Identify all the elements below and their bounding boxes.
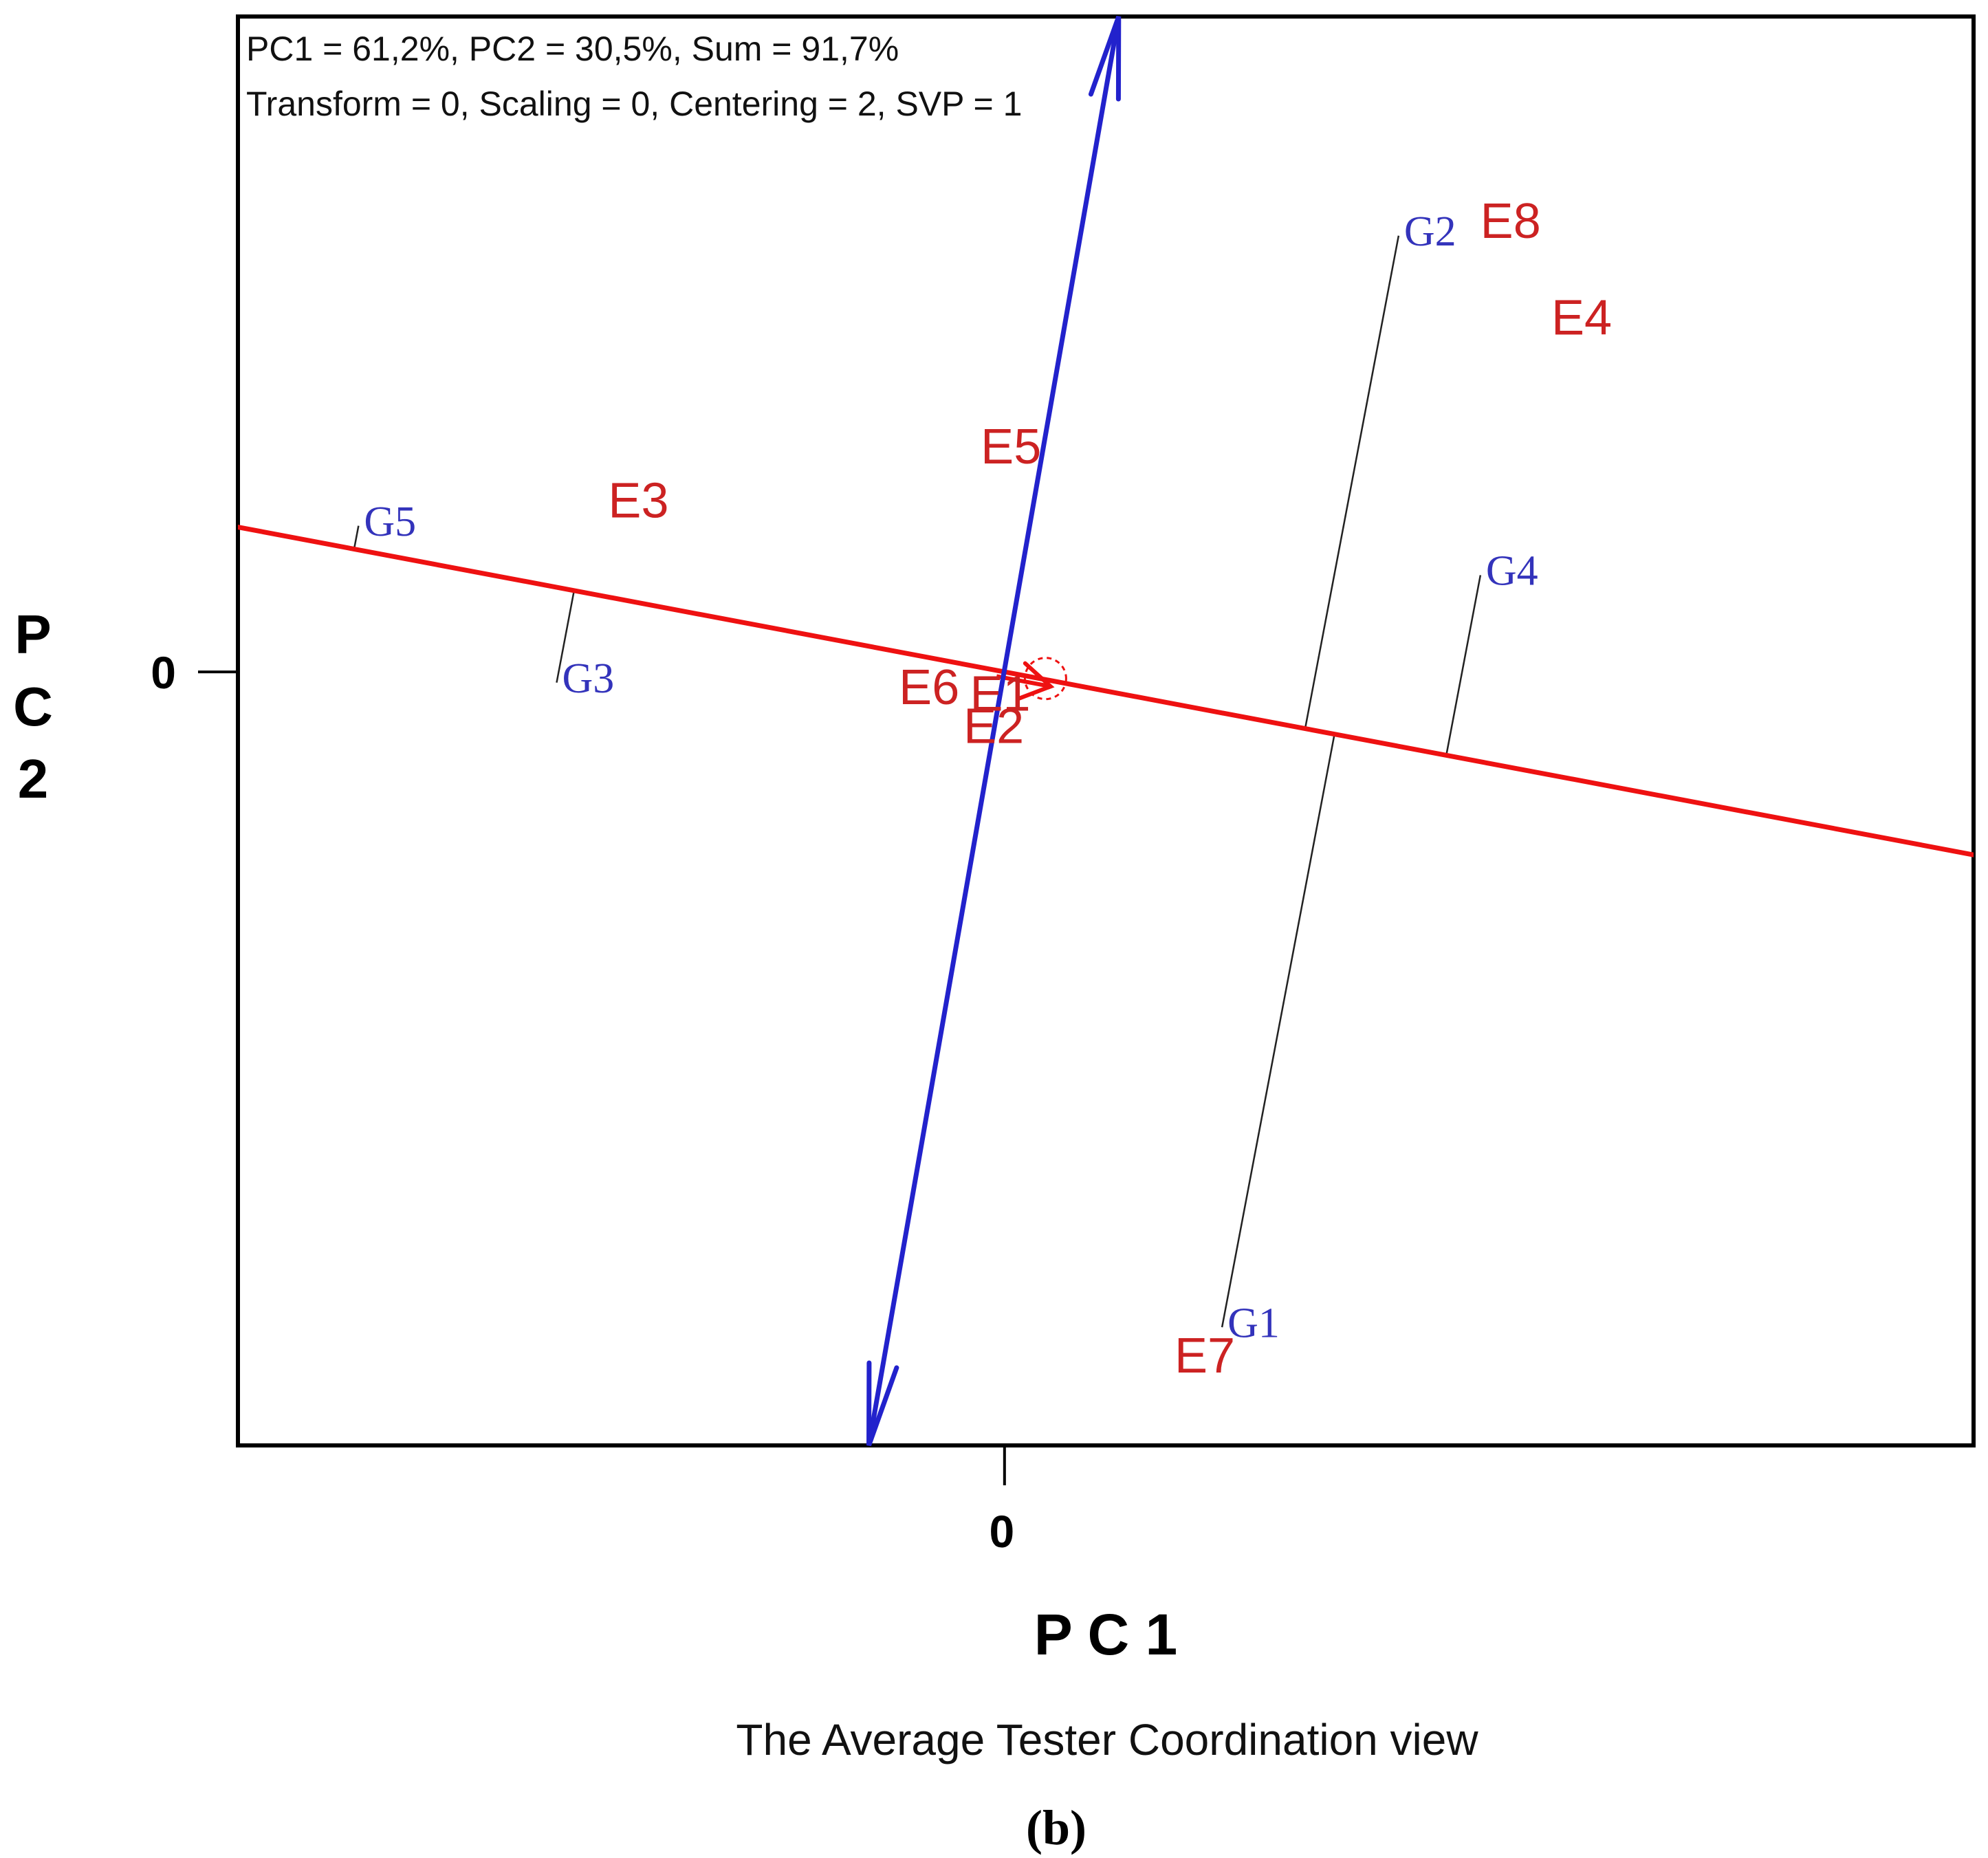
genotype-label-g5: G5 [364,499,416,545]
panel-label: (b) [1026,1800,1086,1855]
average-environment-arrow [996,674,1051,689]
environment-label-e3: E3 [608,473,668,528]
x-axis-label: P C 1 [1034,1602,1178,1667]
ate-ordinate-group [866,15,1122,1447]
chart-subtitle: The Average Tester Coordination view [736,1715,1478,1764]
projection-line [1304,235,1400,729]
average-environment-arrowhead [1016,661,1055,701]
projection-line [1445,575,1482,756]
ate-ordinate-line [866,16,1122,1446]
environment-label-e4: E4 [1551,291,1612,346]
environment-label-e1: E1 [970,667,1031,722]
genotype-label-g4: G4 [1486,548,1538,595]
projection-line [353,525,360,549]
y-axis-label-char: C [13,676,53,737]
environment-label-e7: E7 [1175,1329,1235,1384]
y-axis-label-char: 2 [18,748,49,809]
genotype-label-g1: G1 [1227,1300,1280,1346]
ate-ordinate-arrowhead-top [1088,15,1122,102]
average-environment-circle [1023,657,1067,701]
genotype-label-g3: G3 [562,655,614,702]
environment-label-e6: E6 [899,660,959,715]
environment-label-e5: E5 [981,419,1041,474]
y-tick-label: 0 [151,647,176,698]
projection-line [1221,734,1335,1328]
projection-line [556,590,576,683]
ate-ordinate-arrowhead-bottom [866,1360,899,1447]
info-line-2: Transform = 0, Scaling = 0, Centering = … [246,85,1022,123]
axes: 00 [151,647,1014,1557]
genotype-label-g2: G2 [1404,208,1456,255]
environment-label-e2: E2 [963,699,1024,754]
environment-label-e8: E8 [1481,194,1541,249]
y-axis-label-char: P [14,604,51,665]
info-line-1: PC1 = 61,2%, PC2 = 30,5%, Sum = 91,7% [246,30,899,68]
plot-area [236,14,1976,1447]
x-tick-label: 0 [989,1506,1014,1557]
projection-lines [353,235,1482,1328]
genotype-labels: G1 G2 G3 G4 G5 [364,208,1538,1346]
